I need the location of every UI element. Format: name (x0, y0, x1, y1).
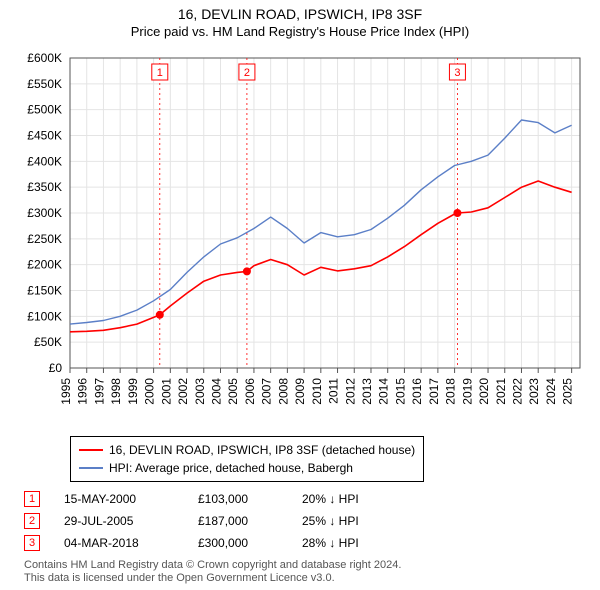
svg-text:2016: 2016 (410, 378, 424, 405)
transaction-date: 29-JUL-2005 (64, 514, 174, 528)
legend-item: 16, DEVLIN ROAD, IPSWICH, IP8 3SF (detac… (79, 441, 415, 459)
svg-text:2022: 2022 (510, 378, 524, 405)
svg-text:£550K: £550K (27, 77, 62, 91)
svg-text:£350K: £350K (27, 180, 62, 194)
svg-text:2020: 2020 (477, 378, 491, 405)
svg-text:2001: 2001 (159, 378, 173, 405)
svg-text:2012: 2012 (343, 378, 357, 405)
svg-text:2025: 2025 (561, 378, 575, 405)
footer-line: This data is licensed under the Open Gov… (24, 572, 401, 586)
svg-text:£250K: £250K (27, 232, 62, 246)
transaction-price: £187,000 (198, 514, 278, 528)
transaction-row: 1 15-MAY-2000 £103,000 20% ↓ HPI (24, 488, 422, 510)
svg-text:£300K: £300K (27, 206, 62, 220)
transaction-hpi-diff: 20% ↓ HPI (302, 492, 422, 506)
svg-text:2017: 2017 (427, 378, 441, 405)
svg-text:2010: 2010 (310, 378, 324, 405)
transaction-marker-number: 1 (24, 491, 40, 507)
svg-text:2013: 2013 (360, 378, 374, 405)
svg-text:£0: £0 (49, 361, 63, 375)
transaction-price: £300,000 (198, 536, 278, 550)
transaction-marker-number: 3 (24, 535, 40, 551)
legend-item: HPI: Average price, detached house, Babe… (79, 459, 415, 477)
svg-text:£150K: £150K (27, 284, 62, 298)
legend-label: 16, DEVLIN ROAD, IPSWICH, IP8 3SF (detac… (109, 443, 415, 457)
svg-text:2014: 2014 (377, 378, 391, 405)
legend-swatch (79, 467, 103, 469)
svg-text:1996: 1996 (76, 378, 90, 405)
footer-line: Contains HM Land Registry data © Crown c… (24, 559, 401, 573)
chart-canvas: £0 £50K £100K £150K £200K £250K £300K £350K £400… (10, 48, 590, 428)
transaction-table: 1 15-MAY-2000 £103,000 20% ↓ HPI 2 29-JUL-200… (24, 488, 422, 554)
svg-text:2004: 2004 (209, 378, 223, 405)
svg-text:2019: 2019 (460, 378, 474, 405)
svg-text:2024: 2024 (544, 378, 558, 405)
legend-swatch (79, 449, 103, 451)
svg-text:1999: 1999 (126, 378, 140, 405)
svg-text:1: 1 (157, 67, 163, 79)
svg-text:3: 3 (454, 67, 460, 79)
svg-text:£450K: £450K (27, 129, 62, 143)
svg-text:2007: 2007 (260, 378, 274, 405)
svg-text:1998: 1998 (109, 378, 123, 405)
transaction-date: 15-MAY-2000 (64, 492, 174, 506)
chart-title-address: 16, DEVLIN ROAD, IPSWICH, IP8 3SF (0, 6, 600, 22)
svg-text:£500K: £500K (27, 103, 62, 117)
transaction-hpi-diff: 28% ↓ HPI (302, 536, 422, 550)
svg-text:2023: 2023 (527, 378, 541, 405)
svg-text:2009: 2009 (293, 378, 307, 405)
chart-legend: 16, DEVLIN ROAD, IPSWICH, IP8 3SF (detac… (70, 436, 424, 482)
transaction-date: 04-MAR-2018 (64, 536, 174, 550)
svg-text:1995: 1995 (59, 378, 73, 405)
footer-attribution: Contains HM Land Registry data © Crown c… (24, 559, 401, 587)
transaction-marker-number: 2 (24, 513, 40, 529)
svg-text:1997: 1997 (92, 378, 106, 405)
svg-text:2005: 2005 (226, 378, 240, 405)
chart-title-sub: Price paid vs. HM Land Registry's House … (0, 24, 600, 39)
transaction-row: 2 29-JUL-2005 £187,000 25% ↓ HPI (24, 510, 422, 532)
legend-label: HPI: Average price, detached house, Babe… (109, 461, 353, 475)
svg-text:2018: 2018 (444, 378, 458, 405)
svg-text:£100K: £100K (27, 309, 62, 323)
svg-text:2008: 2008 (276, 378, 290, 405)
price-chart: £0 £50K £100K £150K £200K £250K £300K £350K £400… (10, 48, 590, 428)
svg-text:2021: 2021 (494, 378, 508, 405)
svg-text:2000: 2000 (143, 378, 157, 405)
transaction-hpi-diff: 25% ↓ HPI (302, 514, 422, 528)
svg-text:2003: 2003 (193, 378, 207, 405)
svg-text:£400K: £400K (27, 154, 62, 168)
transaction-price: £103,000 (198, 492, 278, 506)
transaction-row: 3 04-MAR-2018 £300,000 28% ↓ HPI (24, 532, 422, 554)
svg-text:2: 2 (244, 67, 250, 79)
svg-text:2002: 2002 (176, 378, 190, 405)
svg-text:2011: 2011 (327, 378, 341, 404)
svg-text:£600K: £600K (27, 51, 62, 65)
svg-text:£200K: £200K (27, 258, 62, 272)
svg-text:2006: 2006 (243, 378, 257, 405)
svg-text:2015: 2015 (393, 378, 407, 405)
svg-text:£50K: £50K (34, 335, 62, 349)
